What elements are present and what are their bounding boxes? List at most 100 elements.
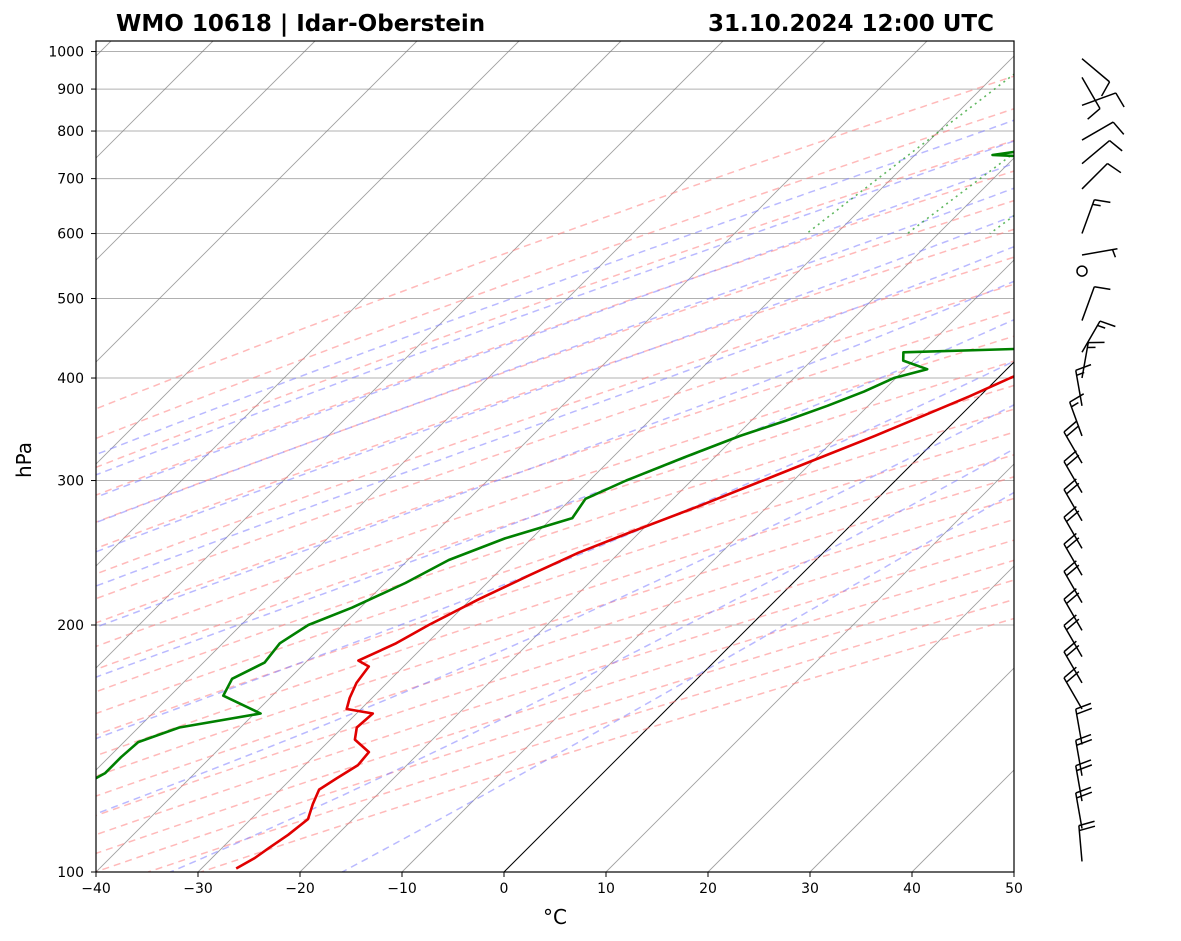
wind-barb: [1081, 198, 1111, 234]
wind-barb: [1081, 162, 1122, 190]
isotherm-line: [809, 667, 1014, 872]
mixing-ratio-line: [906, 152, 1014, 235]
x-tick-label: 20: [699, 881, 717, 897]
profiles: [96, 150, 1014, 870]
isotherm-line: [96, 41, 316, 261]
isotherm-line: [96, 41, 928, 872]
wind-barb: [1063, 640, 1083, 684]
y-tick-label: 300: [57, 474, 84, 490]
temperature-profile-line: [235, 375, 1014, 870]
wind-barb: [1063, 614, 1083, 658]
wind-barb: [1063, 478, 1083, 522]
wind-barb: [1081, 121, 1125, 141]
x-tick-label: 0: [500, 881, 509, 897]
dry-adiabat-line: [96, 335, 1014, 648]
wind-barb: [1076, 265, 1088, 277]
y-tick-label: 900: [57, 82, 84, 98]
wind-barb: [1081, 77, 1101, 120]
isotherm-line: [911, 769, 1014, 872]
wind-barb: [1081, 320, 1116, 353]
y-axis-label: hPa: [12, 442, 36, 478]
dry-adiabat-line: [96, 431, 1014, 736]
wind-barb: [1081, 92, 1125, 108]
mixing-ratio-line: [806, 73, 1014, 235]
wind-barb: [1075, 786, 1093, 829]
moist-adiabat-line: [96, 119, 1014, 456]
wind-barb: [1063, 450, 1083, 493]
wind-barb: [1075, 702, 1093, 745]
y-tick-label: 500: [57, 292, 84, 308]
dry-adiabat-line: [96, 518, 1014, 817]
y-tick-label: 400: [57, 371, 84, 387]
plot-frame: [95, 40, 1015, 873]
isotherm-line: [1013, 871, 1014, 872]
moist-adiabat-line: [96, 280, 1014, 628]
isotherm-line: [96, 41, 826, 771]
wind-barb: [1063, 560, 1083, 603]
wind-barb: [1081, 285, 1111, 321]
x-tick-label: −40: [81, 881, 111, 897]
moist-adiabat-line: [96, 162, 1014, 499]
x-axis-label: °C: [543, 905, 567, 929]
y-tick-label: 200: [57, 618, 84, 634]
dry-adiabat-line: [96, 283, 1014, 600]
dry-adiabat-line: [96, 454, 1014, 757]
moist-adiabat-line: [96, 403, 1014, 815]
wind-barb: [1081, 58, 1111, 97]
isotherm-line: [96, 41, 724, 669]
moist-adiabat-line: [170, 448, 1014, 872]
isotherm-line: [401, 259, 1014, 872]
background-grid: [96, 41, 1181, 872]
x-tick-label: 40: [903, 881, 921, 897]
zero-isotherm: [503, 361, 1014, 872]
y-tick-label: 1000: [48, 45, 84, 61]
dry-adiabat-line: [96, 559, 1014, 855]
y-tick-label: 100: [57, 865, 84, 881]
x-tick-label: 30: [801, 881, 819, 897]
x-tick-label: −10: [387, 881, 417, 897]
y-tick-label: 700: [57, 172, 84, 188]
dry-adiabat-line: [96, 476, 1014, 777]
moist-adiabat-line: [96, 187, 1014, 524]
dry-adiabat-line: [96, 170, 1014, 496]
dry-adiabat-line: [96, 256, 1014, 575]
dry-adiabat-line: [96, 497, 1014, 797]
wind-barbs: [1063, 58, 1125, 862]
wind-barb: [1075, 759, 1093, 802]
dewpoint-profile-line: [96, 150, 1014, 780]
isotherm-line: [96, 41, 520, 465]
wind-barb: [1081, 139, 1123, 165]
y-tick-label: 800: [57, 124, 84, 140]
isotherm-line: [197, 55, 1014, 872]
axis-ticks: −40 −30 −20 −10 0 10 20 30 40 50 1000 900 800 700 600 5…: [48, 45, 1023, 897]
dry-adiabat-line: [147, 598, 1014, 872]
moist-adiabat-line: [96, 214, 1014, 553]
mixing-ratio-line: [1155, 41, 1181, 234]
wind-barb: [1063, 532, 1083, 576]
dry-adiabat-line: [96, 228, 1014, 550]
dry-adiabat-line: [96, 360, 1014, 671]
x-tick-label: −30: [183, 881, 213, 897]
wind-barb: [1081, 247, 1118, 258]
wind-barb: [1078, 820, 1096, 862]
dry-adiabat-line: [96, 139, 1014, 469]
y-tick-label: 600: [57, 227, 84, 243]
wind-barb: [1075, 733, 1093, 776]
x-tick-label: 10: [597, 881, 615, 897]
isotherm-line: [1116, 41, 1181, 872]
wind-barb: [1063, 588, 1083, 631]
dry-adiabat-line: [200, 617, 1014, 872]
isotherm-line: [605, 463, 1014, 872]
moist-adiabat-line: [96, 245, 1014, 587]
wind-barb: [1063, 666, 1083, 710]
wind-barb: [1068, 393, 1085, 437]
dry-adiabat-line: [96, 75, 1014, 410]
wind-barb: [1075, 363, 1092, 406]
datetime-title: 31.10.2024 12:00 UTC: [708, 11, 994, 37]
isotherm-line: [96, 41, 418, 363]
x-tick-label: 50: [1005, 881, 1023, 897]
isotherm-line: [96, 41, 622, 567]
wind-barb: [1063, 506, 1083, 549]
moist-adiabat-line: [96, 140, 1014, 476]
